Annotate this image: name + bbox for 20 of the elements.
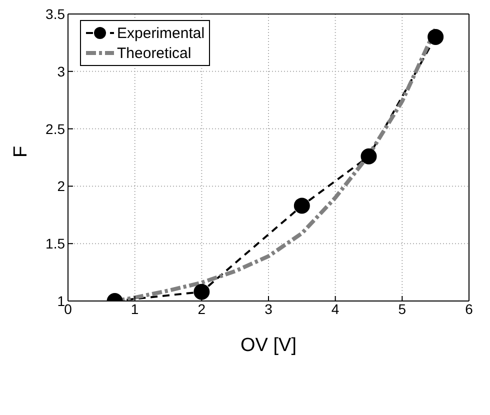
y-tick-label: 2.5 [46, 120, 66, 137]
x-tick-label: 4 [331, 300, 340, 317]
y-tick-label: 1.5 [46, 236, 66, 252]
legend-label: Experimental [117, 24, 205, 42]
x-tick-label: 0 [64, 300, 72, 317]
x-tick-label: 2 [198, 300, 206, 317]
y-tick-label: 3.5 [46, 6, 66, 22]
x-axis-title: OV [V] [240, 335, 296, 356]
x-tick-label: 3 [264, 300, 273, 317]
point [194, 284, 210, 300]
y-axis-title: F [10, 146, 32, 158]
y-tick-label: 3 [57, 63, 66, 80]
x-tick-label: 5 [398, 300, 406, 317]
point [428, 28, 444, 45]
point [294, 198, 310, 214]
x-tick-label: 1 [130, 300, 139, 317]
point [360, 148, 377, 164]
x-tick-label: 6 [465, 300, 474, 317]
y-tick-label: 2 [57, 178, 66, 194]
legend-label: Theoretical [117, 44, 192, 62]
